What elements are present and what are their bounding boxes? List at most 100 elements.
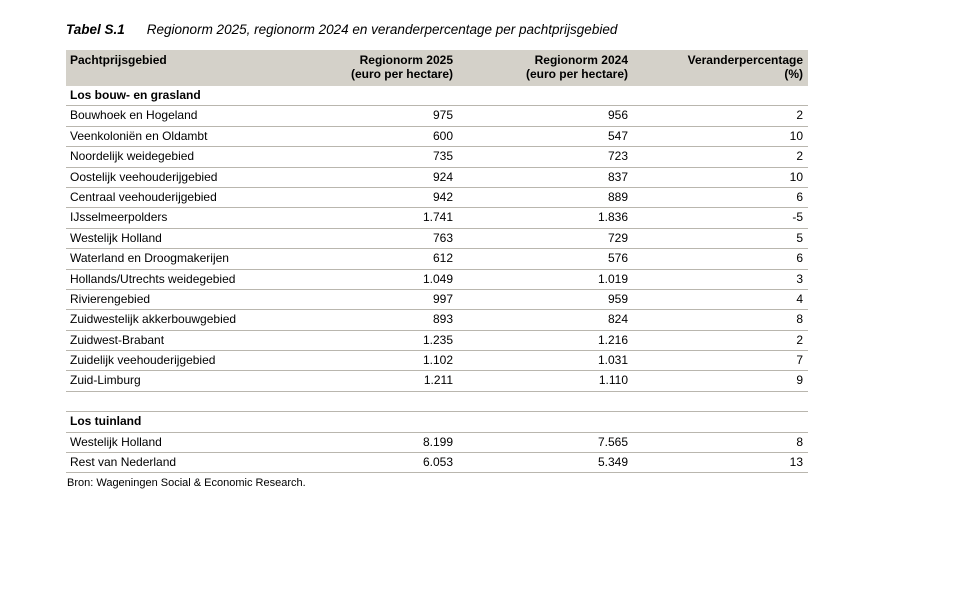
cell-regionorm-2025: 612 <box>432 251 453 266</box>
column-header-regionorm-2025: Regionorm 2025 (euro per hectare) <box>318 53 458 81</box>
cell-regionorm-2024: 723 <box>607 149 628 164</box>
section-header-row: Los tuinland <box>66 412 808 433</box>
cell-veranderpercentage: 13 <box>789 455 803 470</box>
cell-veranderpercentage: 8 <box>796 312 803 327</box>
cell-veranderpercentage: 10 <box>789 169 803 184</box>
cell-regionorm-2025: 600 <box>432 128 453 143</box>
cell-regionorm-2024: 5.349 <box>597 455 628 470</box>
cell-regionorm-2025: 1.102 <box>422 353 453 368</box>
cell-regionorm-2025: 735 <box>432 149 453 164</box>
cell-veranderpercentage: 5 <box>796 230 803 245</box>
cell-veranderpercentage: 3 <box>796 271 803 286</box>
cell-regionorm-2024: 1.216 <box>597 332 628 347</box>
cell-veranderpercentage: 2 <box>796 108 803 123</box>
cell-pachtprijsgebied: Noordelijk weidegebied <box>70 149 195 164</box>
table-body: Los bouw- en grasland Bouwhoek en Hogelan… <box>66 86 808 474</box>
cell-regionorm-2024: 959 <box>607 291 628 306</box>
column-header-line1: Veranderpercentage <box>687 53 803 67</box>
cell-pachtprijsgebied: Hollands/Utrechts weidegebied <box>70 271 236 286</box>
table-row: Veenkoloniën en Oldambt 600 547 10 <box>66 127 808 148</box>
cell-veranderpercentage: -5 <box>792 210 803 225</box>
cell-regionorm-2025: 924 <box>432 169 453 184</box>
cell-regionorm-2025: 942 <box>432 189 453 204</box>
cell-regionorm-2025: 1.741 <box>422 210 453 225</box>
table-title-label: Tabel S.1 <box>66 22 125 37</box>
column-header-regionorm-2024: Regionorm 2024 (euro per hectare) <box>458 53 633 81</box>
cell-regionorm-2025: 763 <box>432 230 453 245</box>
column-header-line1: Regionorm 2025 <box>359 53 453 67</box>
column-header-line1: Pachtprijsgebied <box>70 53 167 67</box>
cell-veranderpercentage: 10 <box>789 128 803 143</box>
section-header-row: Los bouw- en grasland <box>66 86 808 107</box>
section-label: Los tuinland <box>70 414 142 429</box>
column-header-line1: Regionorm 2024 <box>534 53 628 67</box>
cell-veranderpercentage: 6 <box>796 189 803 204</box>
table-row: Rest van Nederland 6.053 5.349 13 <box>66 453 808 474</box>
cell-veranderpercentage: 8 <box>796 434 803 449</box>
section-label: Los bouw- en grasland <box>70 88 201 102</box>
report-page: Tabel S.1 Regionorm 2025, regionorm 2024… <box>66 22 808 489</box>
table-row: Westelijk Holland 8.199 7.565 8 <box>66 433 808 454</box>
cell-pachtprijsgebied: Oostelijk veehouderijgebied <box>70 169 218 184</box>
data-table: Pachtprijsgebied Regionorm 2025 (euro pe… <box>66 50 808 474</box>
column-header-line2: (euro per hectare) <box>350 66 453 81</box>
table-row: Hollands/Utrechts weidegebied 1.049 1.019 3 <box>66 270 808 290</box>
cell-regionorm-2024: 1.019 <box>597 271 628 286</box>
column-header-pachtprijsgebied: Pachtprijsgebied <box>66 53 318 81</box>
column-header-veranderpercentage: Veranderpercentage (%) <box>633 53 808 81</box>
source-note: Bron: Wageningen Social & Economic Resea… <box>67 477 306 490</box>
cell-pachtprijsgebied: Waterland en Droogmakerijen <box>70 251 229 266</box>
table-row: Waterland en Droogmakerijen 612 576 6 <box>66 249 808 270</box>
table-row: IJsselmeerpolders 1.741 1.836 -5 <box>66 208 808 229</box>
cell-regionorm-2025: 997 <box>432 291 453 306</box>
cell-pachtprijsgebied: Zuidelijk veehouderijgebied <box>70 353 216 368</box>
cell-regionorm-2024: 576 <box>607 251 628 266</box>
cell-regionorm-2024: 956 <box>607 108 628 123</box>
table-row: Bouwhoek en Hogeland 975 956 2 <box>66 106 808 127</box>
cell-pachtprijsgebied: Zuidwest-Brabant <box>70 332 165 347</box>
section-spacer-row <box>66 392 808 413</box>
cell-pachtprijsgebied: Bouwhoek en Hogeland <box>70 108 198 123</box>
cell-pachtprijsgebied: Zuidwestelijk akkerbouwgebied <box>70 312 237 327</box>
cell-regionorm-2024: 547 <box>607 128 628 143</box>
cell-regionorm-2025: 1.235 <box>422 332 453 347</box>
cell-veranderpercentage: 2 <box>796 332 803 347</box>
table-row: Westelijk Holland 763 729 5 <box>66 229 808 250</box>
cell-pachtprijsgebied: Rivierengebied <box>70 291 151 306</box>
table-row: Zuidwest-Brabant 1.235 1.216 2 <box>66 331 808 352</box>
table-row: Zuidwestelijk akkerbouwgebied 893 824 8 <box>66 310 808 331</box>
cell-pachtprijsgebied: Westelijk Holland <box>70 434 162 449</box>
cell-veranderpercentage: 4 <box>796 291 803 306</box>
table-title: Tabel S.1 Regionorm 2025, regionorm 2024… <box>66 22 808 37</box>
cell-veranderpercentage: 9 <box>796 373 803 388</box>
cell-pachtprijsgebied: Veenkoloniën en Oldambt <box>70 128 208 143</box>
table-row: Oostelijk veehouderijgebied 924 837 10 <box>66 168 808 188</box>
cell-regionorm-2024: 1.110 <box>598 373 628 388</box>
cell-pachtprijsgebied: Centraal veehouderijgebied <box>70 189 217 204</box>
table-row: Zuid-Limburg 1.211 1.110 9 <box>66 371 808 392</box>
table-row: Zuidelijk veehouderijgebied 1.102 1.031 7 <box>66 351 808 372</box>
cell-regionorm-2025: 975 <box>432 108 453 123</box>
cell-regionorm-2025: 6.053 <box>422 455 453 470</box>
cell-veranderpercentage: 6 <box>796 251 803 266</box>
table-title-description: Regionorm 2025, regionorm 2024 en verand… <box>146 22 618 37</box>
table-row: Noordelijk weidegebied 735 723 2 <box>66 147 808 168</box>
cell-regionorm-2024: 7.565 <box>597 434 628 449</box>
cell-regionorm-2025: 1.049 <box>422 271 453 286</box>
cell-pachtprijsgebied: Zuid-Limburg <box>70 373 141 388</box>
cell-veranderpercentage: 7 <box>796 353 803 368</box>
cell-pachtprijsgebied: Rest van Nederland <box>70 455 177 470</box>
cell-veranderpercentage: 2 <box>796 149 803 164</box>
cell-regionorm-2025: 1.211 <box>423 373 453 388</box>
cell-regionorm-2024: 889 <box>607 189 628 204</box>
cell-regionorm-2024: 1.031 <box>597 353 628 368</box>
cell-regionorm-2024: 837 <box>607 169 628 184</box>
cell-pachtprijsgebied: IJsselmeerpolders <box>70 210 168 225</box>
cell-regionorm-2025: 8.199 <box>422 434 453 449</box>
table-row: Centraal veehouderijgebied 942 889 6 <box>66 188 808 209</box>
cell-pachtprijsgebied: Westelijk Holland <box>70 230 162 245</box>
column-header-line2: (euro per hectare) <box>525 66 628 81</box>
table-row: Rivierengebied 997 959 4 <box>66 290 808 311</box>
cell-regionorm-2024: 824 <box>607 312 628 327</box>
cell-regionorm-2024: 1.836 <box>597 210 628 225</box>
